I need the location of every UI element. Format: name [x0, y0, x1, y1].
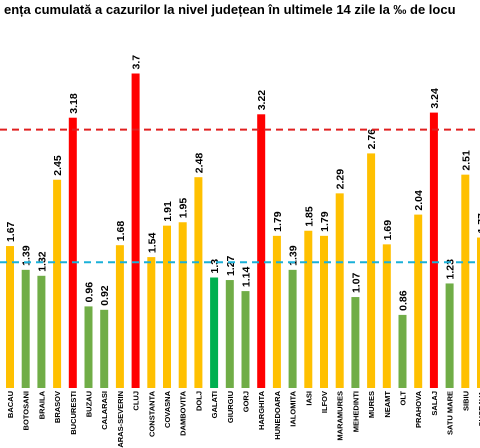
bar	[335, 193, 344, 388]
bar	[21, 269, 30, 388]
value-label: 0.86	[398, 290, 410, 311]
value-label: 3.18	[68, 93, 80, 114]
x-tick-label: COVASNA	[163, 390, 172, 428]
value-label: 0.92	[99, 285, 111, 306]
x-tick-label: MEHEDINTI	[351, 391, 360, 432]
value-label: 2.48	[193, 153, 205, 174]
x-tick-label: HUNEDOARA	[273, 390, 282, 439]
bar	[194, 177, 203, 388]
bar	[68, 117, 77, 388]
value-label: 1.14	[241, 267, 253, 288]
value-label: 3.22	[256, 90, 268, 111]
x-tick-label: IALOMITA	[289, 390, 298, 426]
value-label: 1.07	[350, 272, 362, 293]
value-label: 1.79	[319, 211, 331, 232]
bar	[414, 214, 423, 388]
value-label: 1.39	[21, 245, 33, 266]
x-tick-label: CALARASI	[100, 391, 109, 430]
x-tick-label: MARAMURES	[336, 391, 345, 441]
value-label: 1.54	[146, 233, 158, 254]
bar	[163, 225, 171, 388]
x-tick-label: DAMBOVITA	[179, 390, 188, 435]
value-label: 1.79	[272, 211, 284, 232]
value-label: 3.24	[429, 88, 441, 109]
bar	[225, 280, 234, 388]
x-tick-label: MURES	[367, 391, 376, 418]
bar	[241, 291, 250, 388]
x-tick-label: GALATI	[210, 391, 219, 418]
value-label: 1.95	[178, 198, 190, 219]
bar	[477, 237, 480, 388]
value-label: 1.69	[382, 220, 394, 241]
bar	[210, 277, 219, 388]
bar	[398, 314, 407, 388]
value-label: 1.77	[476, 213, 480, 234]
value-label: 1.91	[162, 201, 174, 222]
value-label: 1.23	[445, 259, 457, 280]
x-tick-label: SUCEAVA	[477, 390, 480, 426]
value-label: 1.39	[288, 245, 300, 266]
value-label: 1.85	[303, 206, 315, 227]
bar	[304, 230, 313, 388]
x-tick-label: BRAILA	[37, 390, 46, 419]
x-tick-label: BOTOSANI	[22, 391, 31, 430]
x-tick-label: SALAJ	[430, 391, 439, 416]
bar	[115, 245, 124, 388]
bar	[429, 112, 438, 388]
value-label: 1.67	[5, 221, 17, 242]
chart-title: ența cumulată a cazurilor la nivel județ…	[4, 2, 456, 17]
x-tick-label: BUCURESTI	[69, 391, 78, 435]
x-tick-label: PRAHOVA	[414, 390, 423, 428]
value-label: 3.7	[131, 55, 143, 70]
bar	[461, 174, 470, 388]
bar	[257, 114, 266, 389]
value-label: 1.68	[115, 221, 127, 242]
bar	[382, 244, 391, 388]
bar	[37, 275, 46, 388]
value-label: 2.29	[335, 169, 347, 190]
x-tick-label: BRASOV	[53, 391, 62, 423]
x-tick-label: ILFOV	[320, 391, 329, 413]
x-tick-label: HARGHITA	[257, 390, 266, 430]
value-label: 0.96	[84, 282, 96, 303]
x-tick-label: DOLJ	[194, 391, 203, 411]
x-tick-label: OLT	[399, 391, 408, 406]
bar	[131, 73, 140, 388]
bar	[320, 235, 328, 388]
value-label: 2.45	[52, 155, 64, 176]
value-label: 2.76	[366, 129, 378, 150]
value-label: 1.27	[225, 255, 237, 276]
x-tick-label: CLUJ	[132, 391, 141, 411]
bar	[178, 222, 187, 388]
x-tick-label: IASI	[304, 391, 313, 406]
bar	[147, 257, 156, 388]
x-tick-label: GIURGIU	[226, 391, 235, 423]
value-label: 1.3	[209, 259, 221, 274]
bar	[53, 179, 62, 388]
bar	[100, 309, 109, 388]
bar	[445, 283, 454, 388]
x-tick-label: CONSTANTA	[147, 390, 156, 437]
bar	[6, 246, 14, 388]
x-tick-label: GORJ	[242, 391, 251, 412]
value-label: 2.51	[460, 150, 472, 171]
bar	[288, 269, 297, 388]
bar	[84, 306, 93, 388]
x-tick-label: BUZAU	[85, 391, 94, 417]
x-tick-label: NEAMT	[383, 391, 392, 418]
x-tick-label: SATU MARE	[446, 391, 455, 435]
bar	[351, 297, 360, 388]
value-label: 2.04	[413, 190, 425, 211]
x-tick-label: CARAS-SEVERIN	[116, 391, 125, 448]
x-tick-label: SIBIU	[461, 391, 470, 411]
x-tick-label: BACAU	[6, 391, 15, 418]
bar	[367, 153, 376, 388]
bar	[272, 235, 281, 388]
